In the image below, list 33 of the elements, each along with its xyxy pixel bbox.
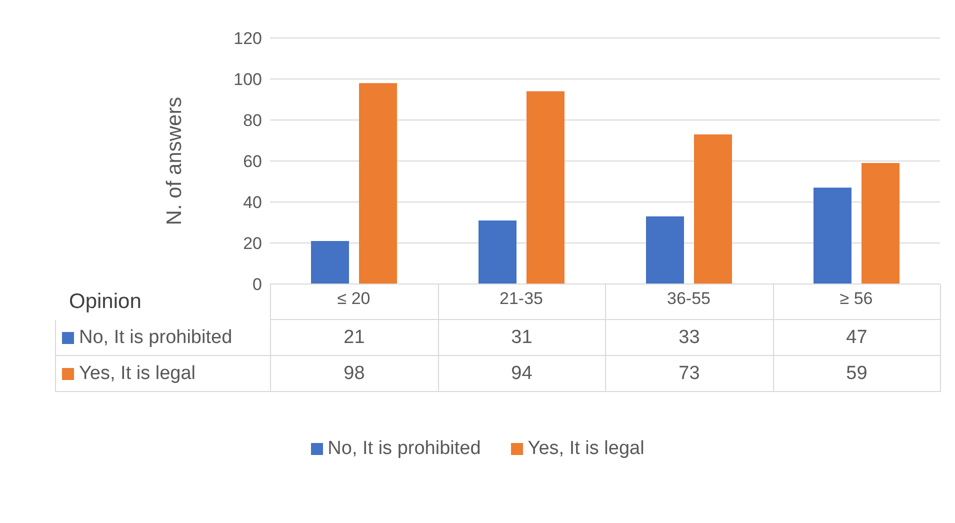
x-tick-label: ≤ 20 xyxy=(337,289,370,308)
bar xyxy=(814,188,852,284)
y-axis-title: N. of answers xyxy=(163,96,187,226)
data-label: 94 xyxy=(438,356,605,392)
bar xyxy=(359,83,397,284)
data-label: 59 xyxy=(772,356,940,392)
data-label: 73 xyxy=(605,356,772,392)
bar xyxy=(526,91,564,284)
y-tick-label: 120 xyxy=(234,29,262,48)
y-tick-label: 40 xyxy=(243,193,262,212)
legend-label: No, It is prohibited xyxy=(79,326,232,348)
bar xyxy=(311,240,349,284)
x-tick-label: 21-35 xyxy=(500,289,543,308)
text: Yes, It is legal xyxy=(79,362,196,384)
x-tick-label: 36-55 xyxy=(667,289,710,308)
legend-label: Yes, It is legal xyxy=(528,438,644,460)
bar xyxy=(862,163,900,284)
bar xyxy=(646,216,684,284)
x-tick-label: ≥ 56 xyxy=(840,289,873,308)
y-tick-label: 20 xyxy=(243,234,262,254)
x-axis-title: Opinion xyxy=(69,289,142,315)
y-tick-label: 80 xyxy=(243,111,262,130)
data-label: 21 xyxy=(270,320,438,356)
bar xyxy=(694,134,732,284)
y-tick-label: 0 xyxy=(252,275,262,294)
y-tick-label: 100 xyxy=(234,70,262,90)
data-label: 98 xyxy=(270,356,438,392)
bar xyxy=(478,220,516,284)
data-label: 31 xyxy=(438,320,605,356)
y-tick-label: 60 xyxy=(243,152,262,172)
data-label: 33 xyxy=(605,320,772,356)
text: No, It is prohibited xyxy=(328,438,481,459)
data-label: 47 xyxy=(772,320,940,356)
